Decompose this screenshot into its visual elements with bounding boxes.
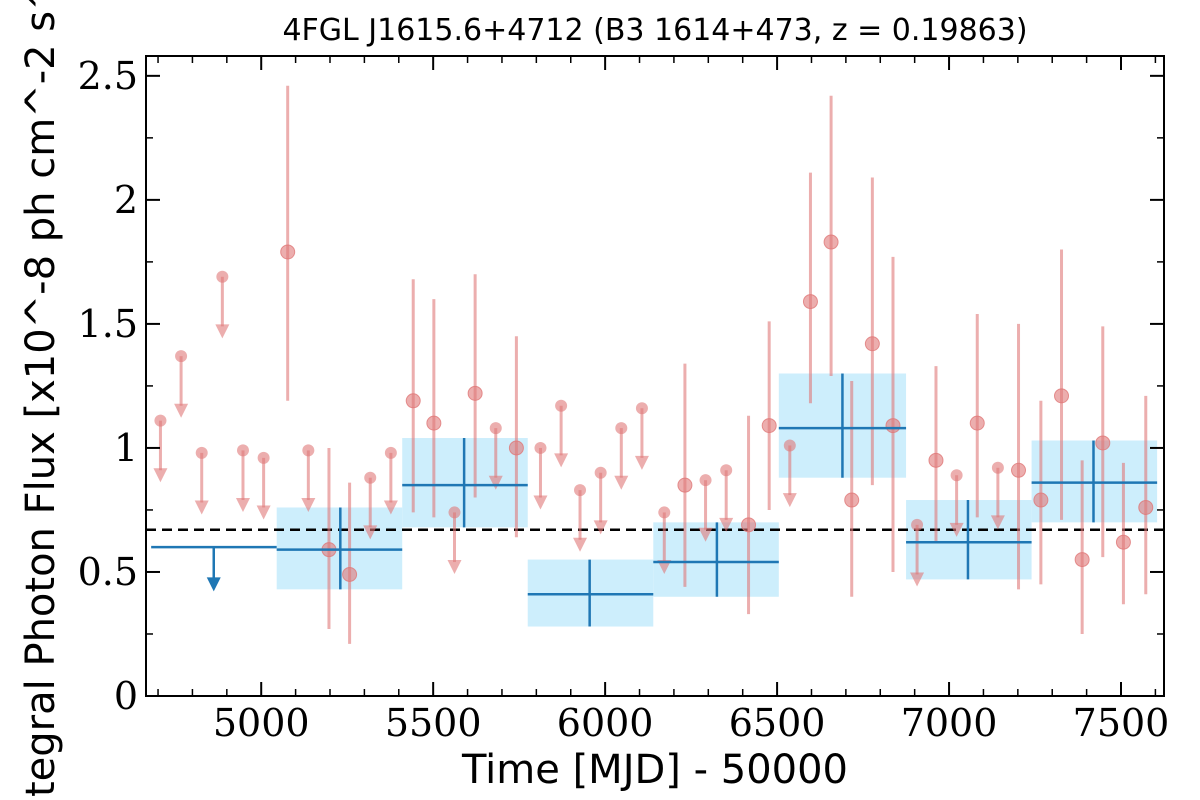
short-bin-upper-limit-arrow [698,527,713,542]
short-bin-upper-limit-marker [236,444,249,457]
short-bin-upper-limit-arrow [634,455,649,470]
axis-ticks [146,56,1164,697]
short-bin-upper-limit-marker [950,469,963,482]
short-bin-upper-limit-arrow [614,475,629,490]
short-bin-point [677,477,693,493]
short-bin-point [467,385,483,401]
y-tick-label: 1.5 [78,302,138,346]
short-bin-upper-limit-arrow [363,525,378,540]
short-bin-point [844,492,860,508]
short-bin-point [823,234,839,250]
short-bin-point [864,336,880,352]
short-bin-point [405,393,421,409]
short-bin-upper-limit-arrow [593,520,608,535]
short-bin-upper-limit-marker [364,471,377,484]
short-bin-upper-limit-marker [911,518,924,531]
short-bin-point [1054,388,1070,404]
y-tick-label: 0.5 [78,550,138,594]
short-bin-upper-limit-arrow [782,493,797,508]
short-bin-upper-limit-arrow [153,468,168,483]
short-bin-upper-limit-arrow [990,515,1005,530]
plot-frame [145,55,1165,697]
short-bin-point [741,517,757,533]
short-bin-upper-limit-arrow [215,324,230,339]
short-bin-upper-limit-marker [175,350,188,363]
short-bin-upper-limit-marker [635,402,648,415]
short-bin-point [342,566,358,582]
short-bin-upper-limit-marker [658,506,671,519]
short-bin-upper-limit-arrow [383,500,398,515]
short-bin-points [153,85,1154,644]
short-bin-upper-limit-arrow [573,537,588,552]
short-bin-upper-limit-marker [489,422,502,435]
short-bin-upper-limit-arrow [174,403,189,418]
short-bin-upper-limit-arrow [301,498,316,513]
x-tick-label: 7000 [901,701,998,745]
y-tick-label: 1 [114,426,138,470]
short-bin-upper-limit-arrow [235,498,250,513]
short-bin-upper-limit-arrow [910,572,925,587]
short-bin-point [426,415,442,431]
short-bin-upper-limit-marker [154,414,167,427]
short-bin-point [1115,534,1131,550]
short-bin-upper-limit-marker [448,506,461,519]
short-bin-upper-limit-marker [594,466,607,479]
y-axis-label: Integral Photon Flux [x10^-8 ph cm^-2 s^… [18,0,64,800]
short-bin-upper-limit-arrow [256,505,271,520]
axis-tick-labels: 5000 5500 6000 6500 7000 7500 0 0.5 1 1.5 2 2.5 [78,54,1170,745]
short-bin-upper-limit-marker [302,444,315,457]
long-bin-upper-limit-arrow [206,577,221,592]
short-bin-point [1138,499,1154,515]
x-tick-label: 6500 [729,701,826,745]
short-bin-upper-limit-arrow [719,517,734,532]
short-bin-point [1095,435,1111,451]
short-bin-upper-limit-arrow [554,453,569,468]
short-bin-upper-limit-marker [257,451,270,464]
short-bin-point [280,244,296,260]
short-bin-upper-limit-arrow [949,522,964,537]
short-bin-upper-limit-arrow [488,475,503,490]
short-bin-upper-limit-arrow [447,560,462,575]
short-bin-point [969,415,985,431]
y-tick-label: 2.5 [78,54,138,98]
short-bin-point [508,440,524,456]
x-axis-label: Time [MJD] - 50000 [461,747,848,793]
x-tick-label: 5000 [213,701,310,745]
short-bin-upper-limit-marker [783,439,796,452]
short-bin-upper-limit-marker [216,270,229,283]
short-bin-upper-limit-marker [555,399,568,412]
long-bin-points [151,373,1158,627]
short-bin-point [885,418,901,434]
short-bin-upper-limit-marker [384,446,397,459]
x-tick-label: 6000 [557,701,654,745]
short-bin-upper-limit-arrow [657,560,672,575]
x-tick-label: 7500 [1073,701,1170,745]
short-bin-upper-limit-marker [195,446,208,459]
short-bin-upper-limit-arrow [194,500,209,515]
short-bin-point [1011,462,1027,478]
short-bin-upper-limit-marker [720,464,733,477]
chart-title: 4FGL J1615.6+4712 (B3 1614+473, z = 0.19… [282,13,1027,48]
short-bin-upper-limit-marker [534,441,547,454]
y-tick-label: 0 [114,674,138,718]
short-bin-point [1033,492,1049,508]
short-bin-upper-limit-marker [615,422,628,435]
short-bin-upper-limit-marker [574,484,587,497]
short-bin-upper-limit-marker [991,461,1004,474]
short-bin-upper-limit-marker [699,474,712,487]
short-bin-point [761,418,777,434]
y-tick-label: 2 [114,178,138,222]
short-bin-point [802,294,818,310]
short-bin-point [1074,552,1090,568]
short-bin-upper-limit-arrow [533,495,548,510]
x-tick-label: 5500 [385,701,482,745]
short-bin-point [928,452,944,468]
